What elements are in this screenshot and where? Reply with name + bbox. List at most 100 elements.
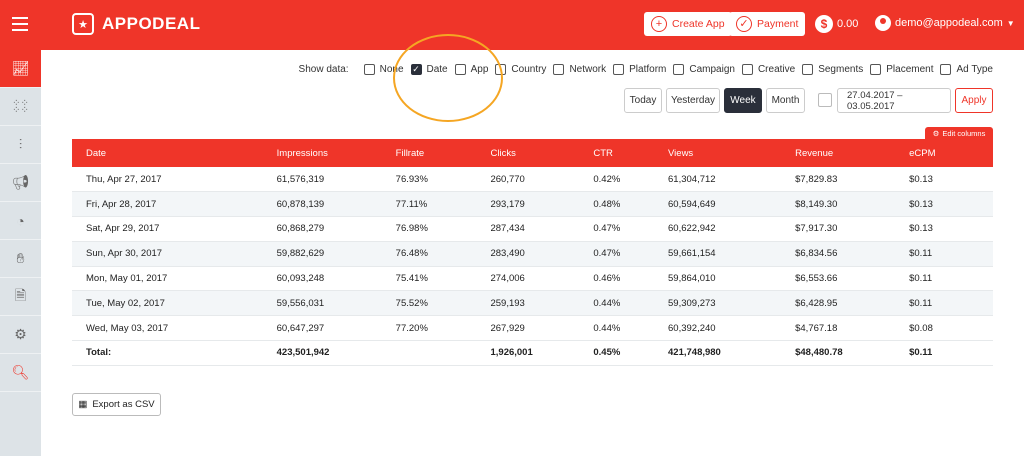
checkbox-box[interactable]: ✓ — [410, 64, 422, 75]
checkbox-box[interactable] — [940, 64, 952, 75]
sidebar-item-documents[interactable]: 🗎︎ — [0, 278, 41, 316]
column-header[interactable]: Revenue — [781, 139, 896, 167]
table-cell: 60,868,279 — [262, 216, 382, 242]
logo[interactable]: ★ APPODEAL — [72, 13, 200, 35]
table-cell: 59,864,010 — [654, 266, 782, 292]
sidebar-item-reports[interactable]: ◔ — [0, 202, 41, 240]
table-cell: 59,661,154 — [654, 241, 782, 267]
today-button[interactable]: Today — [624, 88, 662, 113]
table-cell: Tue, May 02, 2017 — [72, 290, 263, 317]
star-icon: ★ — [72, 13, 94, 35]
hand-coins-icon: ✋︎ — [16, 250, 25, 266]
chart-line-icon: 📈︎ — [11, 60, 30, 76]
total-row: Total: 423,501,942 1,926,001 0.45% 421,748,9… — [72, 340, 993, 366]
table-cell: 59,556,031 — [262, 290, 382, 317]
checkbox-network[interactable]: Network — [553, 64, 606, 75]
user-icon — [875, 15, 891, 31]
table-cell: $7,917.30 — [781, 216, 896, 242]
table-cell: 293,179 — [476, 191, 580, 218]
checkbox-date[interactable]: ✓ Date — [410, 64, 448, 75]
table-cell: $0.08 — [895, 315, 993, 342]
column-header[interactable]: Clicks — [476, 139, 580, 167]
checkbox-box[interactable] — [613, 64, 625, 75]
checkbox-ad-type[interactable]: Ad Type — [940, 64, 993, 75]
column-header[interactable]: Fillrate — [381, 139, 477, 167]
table-cell: $4,767.18 — [781, 315, 896, 342]
yesterday-button[interactable]: Yesterday — [666, 88, 720, 113]
table-cell: 60,594,649 — [654, 191, 782, 218]
export-csv-button[interactable]: ▦ Export as CSV — [72, 393, 161, 416]
column-header[interactable]: eCPM — [895, 139, 993, 167]
table-cell: 274,006 — [476, 266, 580, 292]
checkbox-box[interactable] — [802, 64, 814, 75]
checkbox-segments[interactable]: Segments — [802, 64, 863, 75]
table-cell: $6,428.95 — [781, 290, 896, 317]
check-icon: ✓ — [736, 16, 752, 32]
checkbox-campaign[interactable]: Campaign — [673, 64, 735, 75]
apps-grid-icon: ⁘⁘ ⁘⁘ — [12, 97, 29, 116]
table-cell: 75.41% — [381, 266, 477, 292]
table-cell: 259,193 — [476, 290, 580, 317]
table-cell: Fri, Apr 28, 2017 — [72, 191, 263, 218]
column-header[interactable]: CTR — [579, 139, 655, 167]
table-row: Mon, May 01, 2017 60,093,248 75.41% 274,006… — [72, 266, 993, 292]
create-app-button[interactable]: + Create App — [644, 12, 732, 36]
week-button[interactable]: Week — [724, 88, 762, 113]
table-row: Sun, Apr 30, 2017 59,882,629 76.48% 283,490… — [72, 241, 993, 267]
table-cell: $0.11 — [895, 241, 993, 267]
checkbox-placement[interactable]: Placement — [870, 64, 933, 75]
total-cell: Total: — [72, 340, 263, 366]
table-row: Tue, May 02, 2017 59,556,031 75.52% 259,193… — [72, 290, 993, 317]
calendar-icon[interactable] — [818, 93, 832, 107]
balance: $0.00 — [815, 15, 858, 33]
menu-icon[interactable] — [12, 17, 28, 31]
total-cell — [381, 340, 477, 366]
user-menu[interactable]: demo@appodeal.com ▼ — [875, 15, 1015, 31]
apply-button[interactable]: Apply — [955, 88, 993, 113]
sidebar-item-integration[interactable]: ⚙ — [0, 316, 41, 354]
column-header[interactable]: Date — [72, 139, 263, 167]
checkbox-box[interactable] — [495, 64, 507, 75]
total-cell: 421,748,980 — [654, 340, 782, 366]
checkbox-box[interactable] — [673, 64, 685, 75]
month-button[interactable]: Month — [766, 88, 805, 113]
settings-window-icon: ⚙ — [14, 326, 27, 342]
sidebar-item-settings[interactable]: ⫶ — [0, 126, 41, 164]
pie-chart-icon: ◔ — [16, 212, 25, 229]
checkbox-box[interactable] — [363, 64, 375, 75]
edit-columns-button[interactable]: ⚙ Edit columns — [925, 127, 993, 139]
payment-button[interactable]: ✓ Payment — [729, 12, 806, 36]
checkbox-box[interactable] — [454, 64, 466, 75]
sidebar-item-payments[interactable]: ✋︎ — [0, 240, 41, 278]
show-data-filter: Show data: None ✓ Date App Country Network Pla… — [299, 64, 993, 75]
checkbox-box[interactable] — [870, 64, 882, 75]
table-header-row: Date Impressions Fillrate Clicks CTR Views Rev… — [72, 139, 993, 167]
checkbox-country[interactable]: Country — [495, 64, 546, 75]
date-range-input[interactable]: 27.04.2017 – 03.05.2017 — [837, 88, 951, 113]
sidebar-item-statistics[interactable]: 📈︎ — [0, 50, 41, 88]
column-header[interactable]: Impressions — [262, 139, 382, 167]
table-cell: 59,882,629 — [262, 241, 382, 267]
checkbox-app[interactable]: App — [454, 64, 488, 75]
megaphone-icon: 📢︎ — [11, 174, 30, 190]
stats-table: Date Impressions Fillrate Clicks CTR Views Rev… — [72, 139, 993, 366]
table-row: Fri, Apr 28, 2017 60,878,139 77.11% 293,179… — [72, 191, 993, 218]
gear-icon: ⚙ — [932, 128, 940, 138]
table-cell: 0.47% — [579, 216, 655, 242]
column-header[interactable]: Views — [654, 139, 782, 167]
checkbox-creative[interactable]: Creative — [741, 64, 795, 75]
sidebar-item-apps[interactable]: ⁘⁘ ⁘⁘ — [0, 88, 41, 126]
table-cell: 260,770 — [476, 167, 580, 193]
checkbox-box[interactable] — [553, 64, 565, 75]
table-cell: 59,309,273 — [654, 290, 782, 317]
show-data-label: Show data: — [298, 64, 349, 75]
total-cell: 1,926,001 — [476, 340, 580, 366]
checkbox-none[interactable]: None — [363, 64, 404, 75]
caret-down-icon: ▼ — [1006, 18, 1015, 28]
checkbox-box[interactable] — [741, 64, 753, 75]
sidebar-item-analytics[interactable]: 🔍︎ — [0, 354, 41, 392]
top-header: ★ APPODEAL + Create App ✓ Payment $0.00 dem… — [0, 0, 1024, 50]
checkbox-platform[interactable]: Platform — [613, 64, 666, 75]
total-cell: $48,480.78 — [781, 340, 896, 366]
sidebar-item-campaigns[interactable]: 📢︎ — [0, 164, 41, 202]
